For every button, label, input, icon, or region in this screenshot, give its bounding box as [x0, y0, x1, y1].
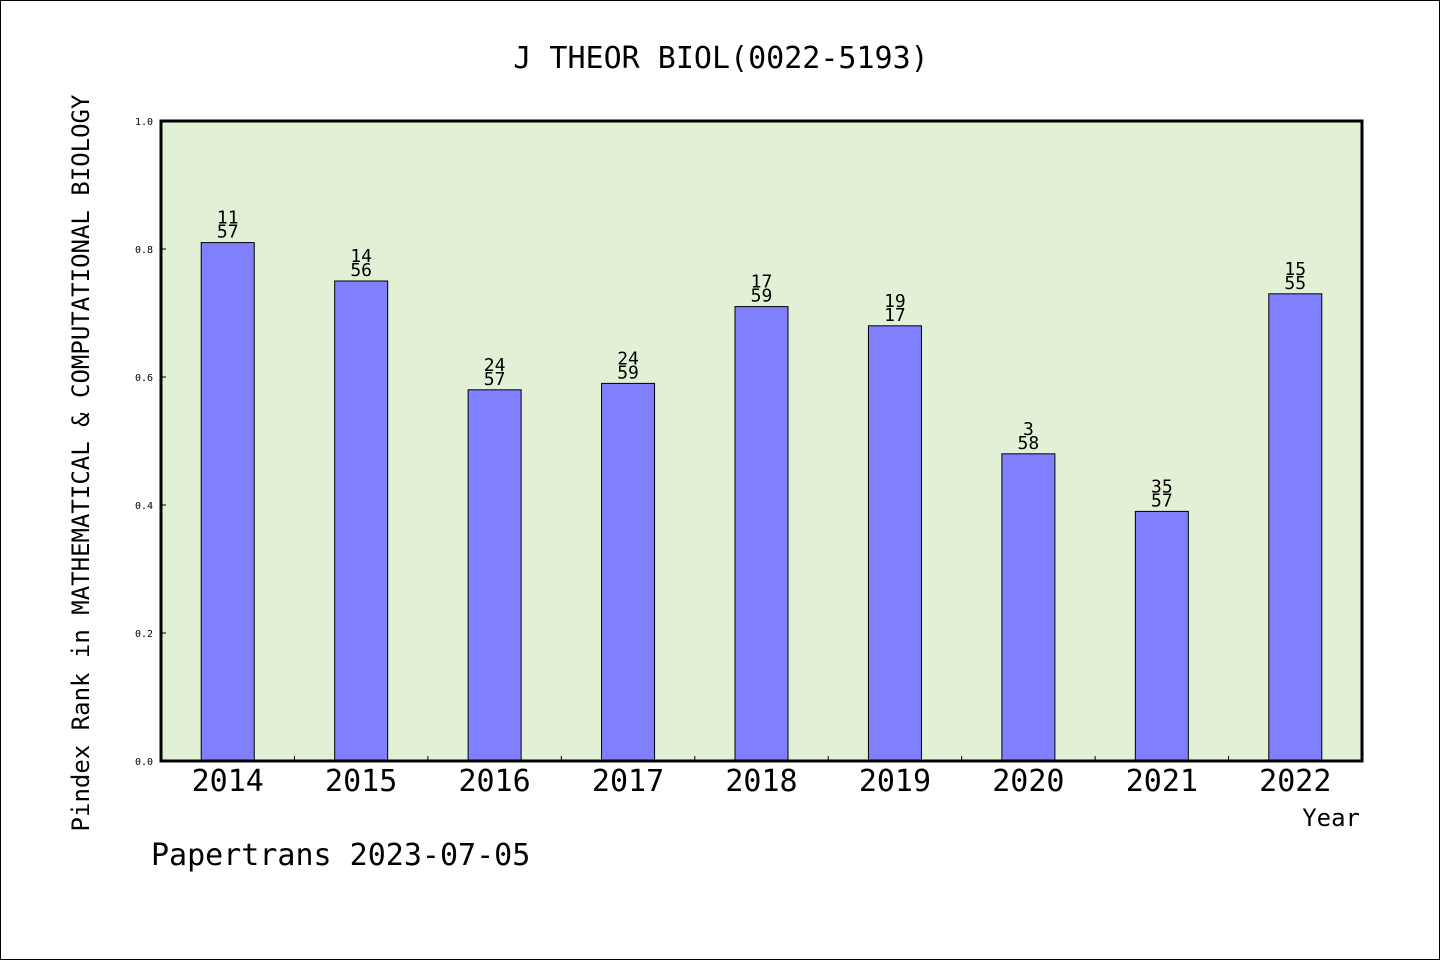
x-tick-label-2020: 2020	[992, 764, 1064, 799]
plot-border	[159, 119, 1364, 763]
y-tick-label-0.0: 0.0	[135, 757, 153, 768]
x-tick-label-2021: 2021	[1126, 764, 1198, 799]
x-tick-label-2019: 2019	[859, 764, 931, 799]
bar-2015	[334, 280, 389, 762]
bar-2019	[867, 325, 922, 762]
x-axis-label: Year	[1302, 804, 1360, 832]
x-tick-label-2015: 2015	[325, 764, 397, 799]
x-tick-label-2022: 2022	[1259, 764, 1331, 799]
y-axis-label: Pindex Rank in MATHEMATICAL & COMPUTATIO…	[67, 94, 95, 831]
y-tick-label-0.6: 0.6	[135, 373, 153, 384]
bar-label-bottom-2021: 57	[1151, 490, 1173, 511]
bar-label-top-2022: 15	[1284, 259, 1306, 280]
bar-label-top-2015: 14	[350, 246, 372, 267]
y-tick-label-1.0: 1.0	[135, 117, 153, 128]
bar-label-top-2021: 35	[1151, 476, 1173, 497]
bar-2018	[734, 306, 789, 762]
x-tick-label-2014: 2014	[192, 764, 264, 799]
footer-credit: Papertrans 2023-07-05	[151, 838, 530, 873]
bars-group	[200, 242, 1323, 762]
bar-2021	[1134, 510, 1189, 762]
x-tick-label-2016: 2016	[458, 764, 530, 799]
bar-label-bottom-2019: 17	[884, 305, 906, 326]
y-tick-label-0.4: 0.4	[135, 501, 153, 512]
bar-label-bottom-2022: 55	[1284, 273, 1306, 294]
bar-2014	[200, 242, 255, 762]
y-tick-label-0.2: 0.2	[135, 629, 153, 640]
bar-2016	[467, 389, 522, 762]
x-ticks-group: 2014 2015 2016 2017 2018 2019 2020 2021 2022	[192, 756, 1331, 799]
bar-label-bottom-2017: 59	[617, 362, 639, 383]
x-tick-label-2018: 2018	[725, 764, 797, 799]
bar-label-bottom-2014: 57	[217, 222, 239, 243]
bar-label-top-2014: 11	[217, 208, 239, 229]
bar-label-bottom-2020: 58	[1018, 433, 1040, 454]
bar-label-top-2017: 24	[617, 348, 639, 369]
bar-2022	[1268, 293, 1323, 762]
bar-2020	[1001, 453, 1056, 762]
x-tick-label-2017: 2017	[592, 764, 664, 799]
bar-label-top-2020: 3	[1023, 419, 1034, 440]
chart-title: J THEOR BIOL(0022-5193)	[513, 41, 928, 76]
bar-label-top-2016: 24	[484, 355, 506, 376]
bar-label-top-2019: 19	[884, 291, 906, 312]
bar-label-bottom-2015: 56	[350, 260, 372, 281]
bar-label-bottom-2018: 59	[751, 286, 773, 307]
bar-label-top-2018: 17	[751, 272, 773, 293]
y-tick-label-0.8: 0.8	[135, 245, 153, 256]
bar-2017	[601, 382, 656, 762]
bar-label-bottom-2016: 57	[484, 369, 506, 390]
